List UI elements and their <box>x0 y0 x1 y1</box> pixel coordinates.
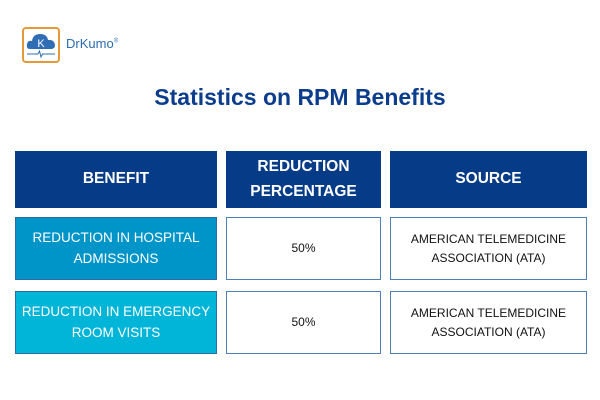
row2-source: AMERICAN TELEMEDICINE ASSOCIATION (ATA) <box>390 291 587 354</box>
row1-percentage: 50% <box>226 217 381 280</box>
row2-percentage: 50% <box>226 291 381 354</box>
header-source: SOURCE <box>390 151 587 208</box>
row2-benefit: REDUCTION IN EMERGENCY ROOM VISITS <box>15 291 217 354</box>
header-benefit: BENEFIT <box>15 151 217 208</box>
header-reduction-percentage: REDUCTION PERCENTAGE <box>226 151 381 208</box>
page-title: Statistics on RPM Benefits <box>154 84 446 110</box>
row1-benefit: REDUCTION IN HOSPITAL ADMISSIONS <box>15 217 217 280</box>
drkumo-logo: K <box>22 27 60 63</box>
cloud-k-icon: K <box>26 34 55 59</box>
row1-source: AMERICAN TELEMEDICINE ASSOCIATION (ATA) <box>390 217 587 280</box>
brand-name: DrKumo® <box>66 36 119 51</box>
logo-letter: K <box>37 38 45 50</box>
